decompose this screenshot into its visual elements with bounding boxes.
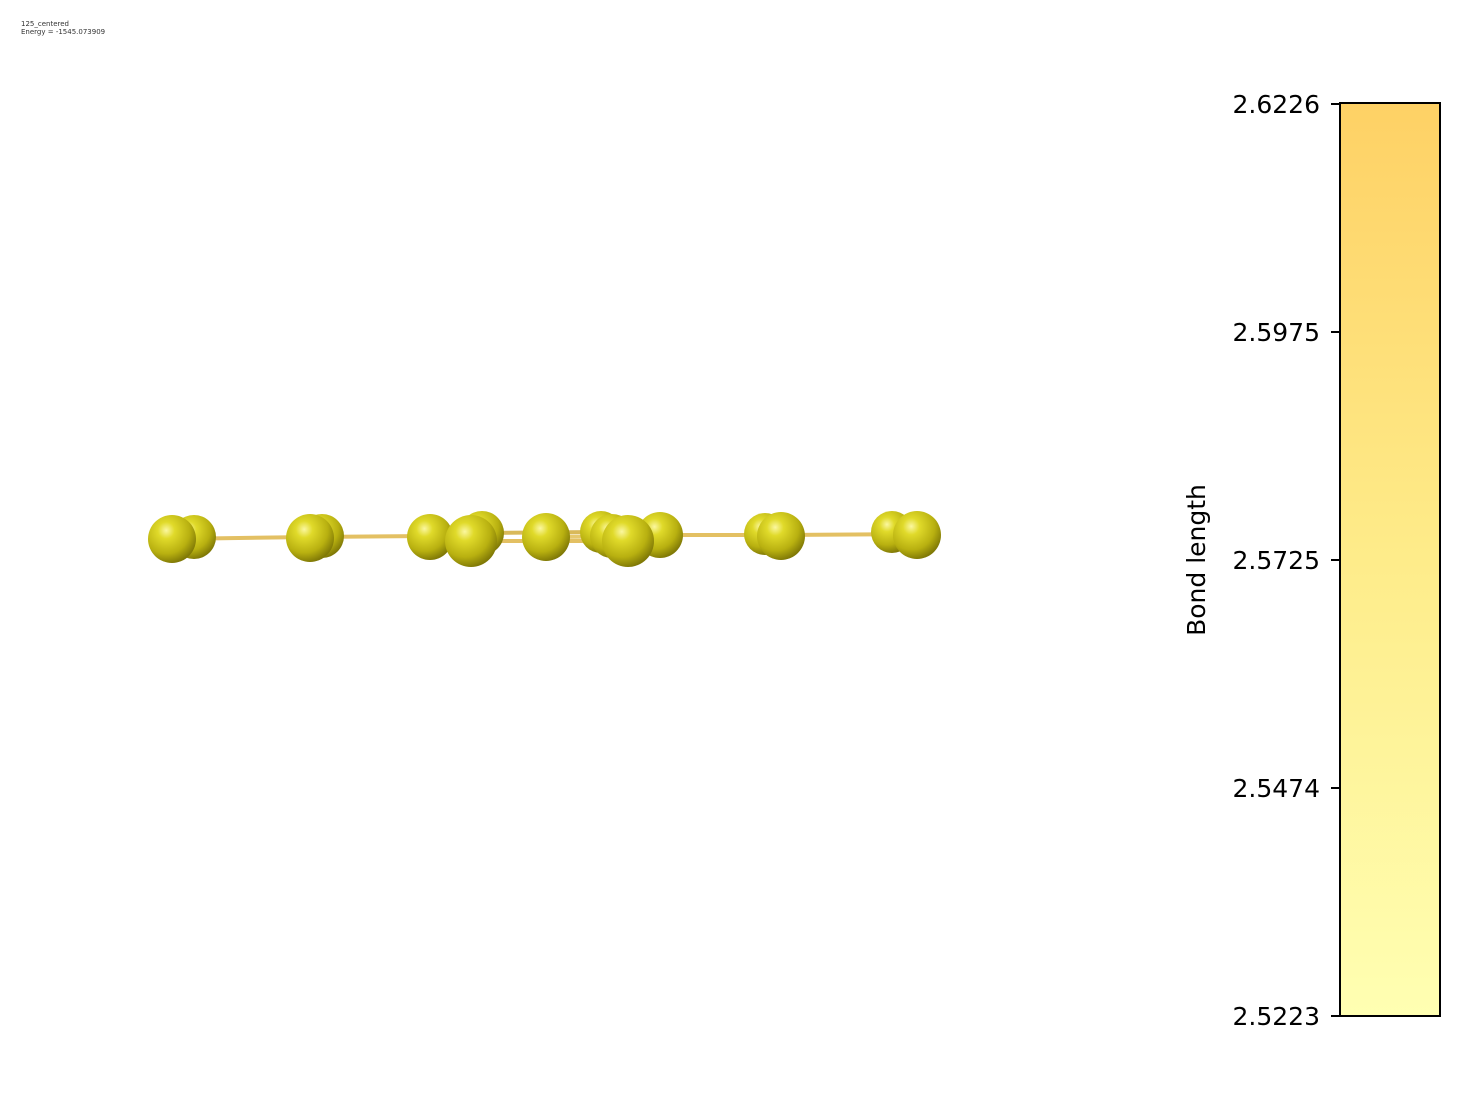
colorbar-gradient [1339,102,1441,1017]
colorbar-tick-label: 2.5223 [1233,1002,1320,1031]
atom [522,513,570,561]
colorbar-tick-label: 2.5975 [1233,318,1320,347]
atom [602,515,654,567]
colorbar-label: Bond length [1182,484,1211,636]
colorbar-tick-label: 2.5725 [1233,546,1320,575]
atom [286,514,334,562]
energy-readout: Energy = -1545.073909 [21,28,106,36]
colorbar-tick-label: 2.6226 [1233,90,1320,119]
colorbar-tick-label: 2.5474 [1233,774,1320,803]
atom-layer [148,511,941,567]
atom [407,514,453,560]
colorbar: 2.6226 2.5975 2.5725 2.5474 2.5223 Bond … [1182,90,1441,1031]
atom [757,512,805,560]
structure-caption: 125_centered Energy = -1545.073909 [21,20,105,36]
atom [893,511,941,559]
atom [148,515,196,563]
atom [445,515,497,567]
structure-name: 125_centered [21,20,69,28]
